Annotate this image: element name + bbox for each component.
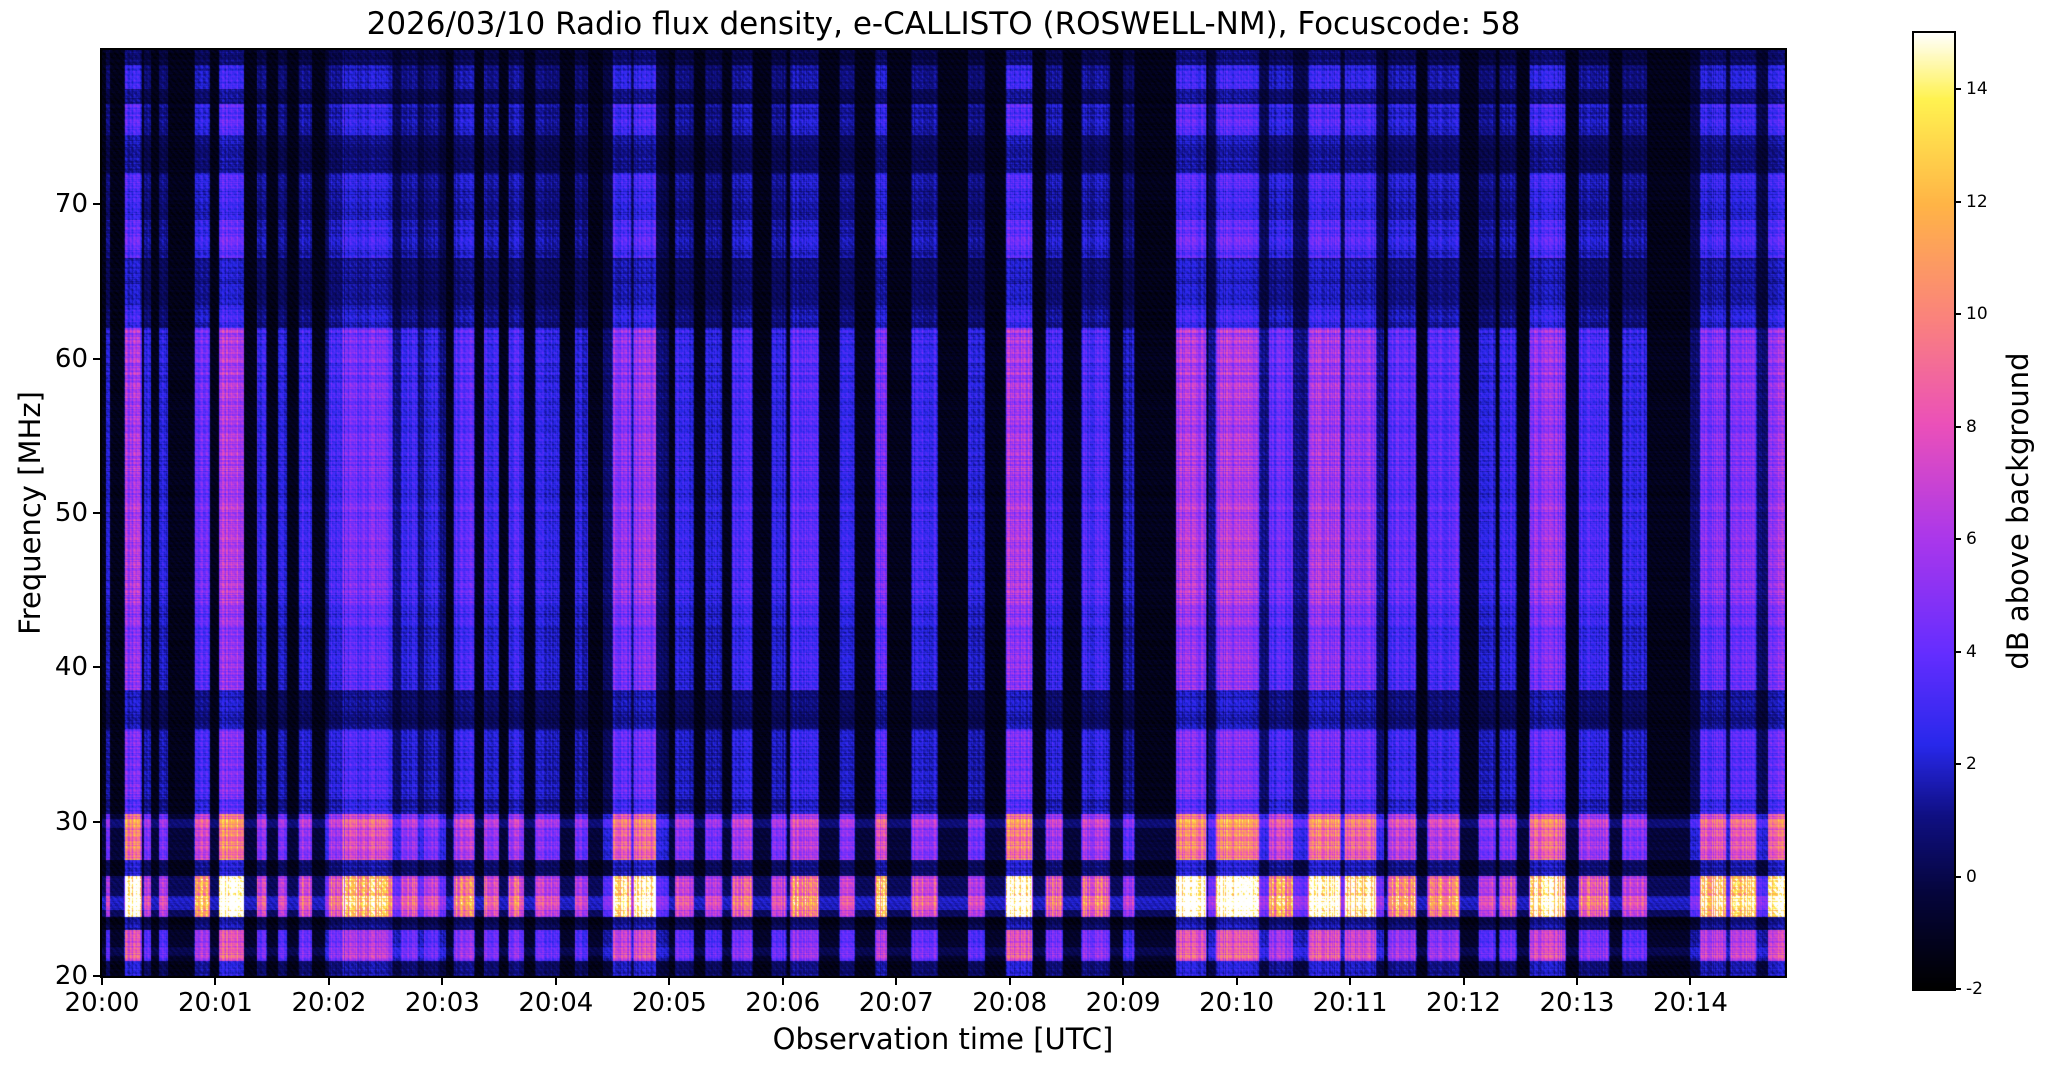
x-tick-label: 20:08 [972, 988, 1048, 1018]
x-tick-label: 20:09 [1085, 988, 1161, 1018]
x-tick-label: 20:14 [1652, 988, 1728, 1018]
x-tick-label: 20:03 [404, 988, 480, 1018]
x-tick-mark [1008, 976, 1011, 985]
x-tick-mark [781, 976, 784, 985]
x-tick-label: 20:00 [64, 988, 140, 1018]
colorbar-tick-label: 0 [1966, 866, 1977, 887]
colorbar-tick-label: 4 [1966, 641, 1977, 662]
y-tick-label: 60 [54, 343, 88, 374]
colorbar-tick-label: 12 [1966, 191, 1988, 212]
y-tick-mark [93, 357, 102, 360]
y-tick-label: 70 [54, 189, 88, 220]
x-tick-label: 20:06 [745, 988, 821, 1018]
x-tick-label: 20:01 [177, 988, 253, 1018]
y-tick-label: 20 [54, 961, 88, 991]
colorbar-tick-mark [1954, 988, 1961, 990]
y-tick-label: 30 [54, 806, 88, 837]
x-tick-label: 20:13 [1539, 988, 1615, 1018]
x-tick-label: 20:11 [1312, 988, 1388, 1018]
colorbar-tick-label: -2 [1966, 979, 1983, 999]
colorbar-tick-label: 10 [1966, 304, 1988, 325]
colorbar-tick-mark [1954, 763, 1961, 766]
colorbar-tick-mark [1954, 538, 1961, 541]
colorbar-tick-mark [1954, 425, 1961, 428]
x-tick-mark [327, 976, 330, 985]
x-tick-mark [441, 976, 444, 985]
x-tick-mark [101, 976, 103, 985]
colorbar-tick-mark [1954, 313, 1961, 316]
colorbar-tick-mark [1954, 650, 1961, 653]
y-tick-mark [93, 820, 102, 823]
colorbar-tick-label: 14 [1966, 79, 1988, 100]
x-tick-mark [1462, 976, 1465, 985]
x-tick-label: 20:05 [631, 988, 707, 1018]
x-tick-mark [1349, 976, 1352, 985]
y-tick-mark [93, 203, 102, 206]
x-tick-label: 20:10 [1199, 988, 1275, 1018]
x-tick-mark [1575, 976, 1578, 985]
x-axis-label: Observation time [UTC] [772, 1022, 1114, 1056]
colorbar-tick-mark [1954, 88, 1961, 91]
x-tick-mark [554, 976, 557, 985]
colorbar-tick-label: 2 [1966, 754, 1977, 775]
chart-title: 2026/03/10 Radio flux density, e-CALLIST… [366, 6, 1521, 42]
y-tick-mark [93, 975, 102, 977]
y-tick-mark [93, 512, 102, 514]
x-tick-label: 20:07 [858, 988, 934, 1018]
x-tick-mark [214, 976, 217, 985]
colorbar-tick-label: 6 [1966, 529, 1977, 550]
x-tick-mark [1122, 976, 1125, 985]
x-tick-mark [895, 976, 898, 985]
spectrogram-canvas [102, 50, 1785, 976]
x-tick-label: 20:12 [1426, 988, 1501, 1018]
colorbar-tick-label: 8 [1966, 416, 1977, 437]
colorbar-tick-mark [1954, 875, 1961, 878]
x-tick-label: 20:02 [291, 988, 367, 1018]
colorbar-tick-mark [1954, 200, 1961, 203]
y-tick-label: 50 [54, 498, 88, 528]
colorbar-gradient [1914, 33, 1954, 989]
colorbar-label: dB above background [2001, 352, 2035, 670]
y-tick-mark [93, 666, 102, 669]
x-tick-mark [1235, 976, 1238, 985]
y-tick-label: 40 [54, 652, 88, 683]
x-tick-mark [668, 976, 671, 985]
x-tick-label: 20:04 [518, 988, 594, 1018]
y-axis-label: Frequency [MHz] [13, 391, 47, 635]
x-tick-mark [1689, 976, 1692, 985]
